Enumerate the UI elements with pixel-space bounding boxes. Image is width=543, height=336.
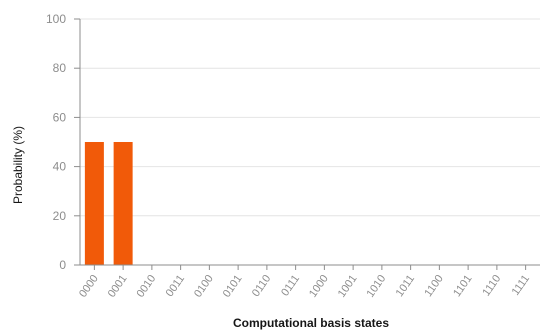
x-tick-label: 1110 [480,273,503,299]
bar-0000 [84,142,104,265]
y-axis-title: Probability (%) [11,126,25,204]
y-tick-label: 100 [46,12,66,26]
x-tick-label: 1000 [307,273,331,300]
y-tick-label: 80 [53,61,67,75]
y-axis-ticks: 0 20 40 60 80 100 [46,12,80,272]
bars [84,142,133,265]
x-axis-ticks: 0000 0001 0010 0011 0100 0101 0110 0111 1000 1001… [77,265,532,300]
grid-lines [80,18,540,217]
x-tick-label: 1011 [394,273,417,299]
x-axis-title: Computational basis states [233,316,389,330]
x-tick-label: 0001 [106,273,130,300]
x-tick-label: 0011 [164,273,187,299]
y-tick-label: 40 [53,160,67,174]
x-tick-label: 0110 [250,273,273,299]
x-tick-label: 1010 [364,273,388,300]
x-tick-label: 1111 [510,273,532,298]
x-tick-label: 1001 [336,273,360,300]
x-tick-label: 0100 [192,273,216,300]
x-tick-label: 1101 [451,273,474,299]
y-tick-label: 0 [59,258,66,272]
x-tick-label: 1100 [422,273,445,299]
x-tick-label: 0111 [279,273,302,299]
x-tick-label: 0000 [77,273,101,300]
x-tick-label: 0101 [221,273,245,300]
bar-0001 [113,142,133,265]
x-tick-label: 0010 [134,273,158,300]
y-tick-label: 60 [53,110,67,124]
y-tick-label: 20 [53,209,67,223]
